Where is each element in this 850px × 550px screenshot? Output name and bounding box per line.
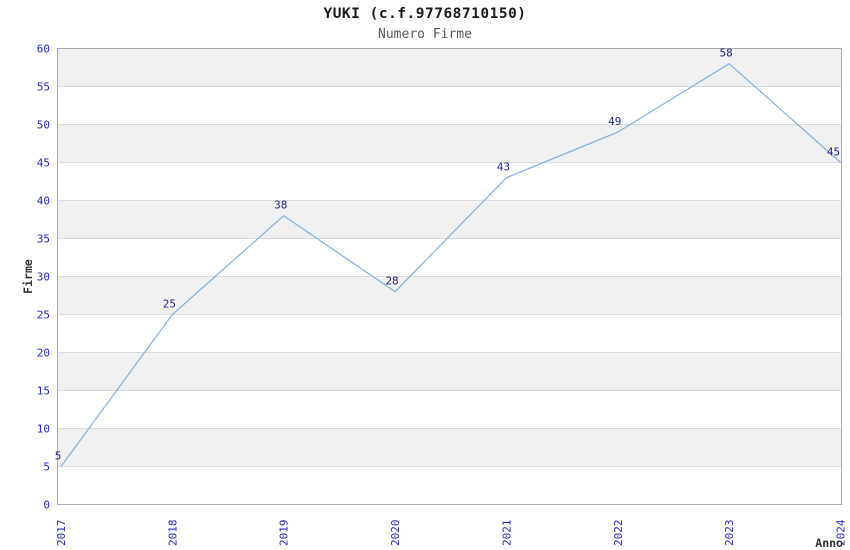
point-label: 45 — [827, 146, 840, 159]
plot-band — [57, 428, 842, 467]
point-label: 28 — [385, 275, 398, 288]
y-tick-label: 15 — [37, 385, 50, 398]
y-tick-label: 5 — [43, 461, 50, 474]
y-tick-label: 25 — [37, 309, 50, 322]
plot-band — [57, 352, 842, 391]
point-label: 25 — [163, 298, 176, 311]
plot-band — [57, 48, 842, 87]
x-tick-label: 2018 — [166, 520, 179, 547]
point-label: 58 — [720, 47, 733, 60]
x-tick-label: 2021 — [500, 520, 513, 547]
y-tick-label: 60 — [37, 43, 50, 56]
point-label: 38 — [274, 199, 287, 212]
point-label: 49 — [608, 115, 621, 128]
x-tick-label: 2024 — [835, 519, 848, 546]
y-axis-title: Firme — [21, 259, 35, 294]
plot-band — [57, 124, 842, 163]
x-tick-label: 2020 — [389, 520, 402, 547]
y-tick-label: 0 — [43, 499, 50, 512]
plot-border — [57, 48, 842, 505]
point-label: 43 — [497, 161, 510, 174]
x-tick-label: 2022 — [612, 520, 625, 547]
x-axis-title: Anno — [815, 536, 843, 550]
plot-band — [57, 200, 842, 239]
y-tick-label: 55 — [37, 81, 50, 94]
x-tick-label: 2023 — [723, 520, 736, 547]
y-tick-label: 50 — [37, 119, 50, 132]
y-tick-label: 40 — [37, 195, 50, 208]
plot-band — [57, 276, 842, 315]
y-tick-label: 45 — [37, 157, 50, 170]
point-label: 5 — [55, 450, 62, 463]
y-tick-label: 20 — [37, 347, 50, 360]
chart-title: YUKI (c.f.97768710150) — [323, 6, 527, 22]
x-tick-label: 2019 — [278, 520, 291, 547]
y-tick-label: 30 — [37, 271, 50, 284]
x-tick-label: 2017 — [55, 520, 68, 547]
y-tick-label: 10 — [37, 423, 50, 436]
data-line — [60, 62, 841, 467]
y-tick-label: 35 — [37, 233, 50, 246]
chart-subtitle: Numero Firme — [378, 27, 472, 42]
